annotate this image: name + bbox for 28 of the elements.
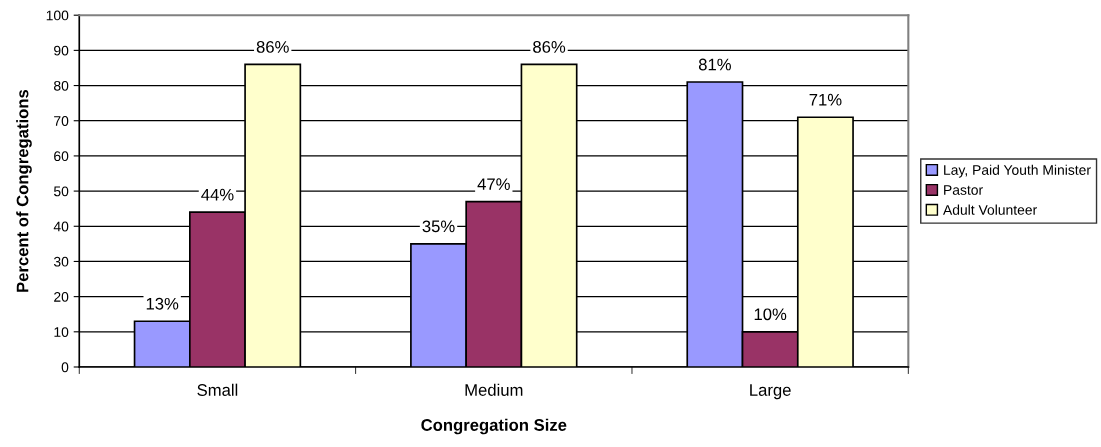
- data-label: 47%: [477, 178, 510, 190]
- y-tick-label: 10: [54, 327, 69, 337]
- y-tick-label: 100: [46, 10, 69, 21]
- data-label: 71%: [809, 93, 842, 106]
- legend-label: Adult Volunteer: [943, 204, 1037, 215]
- x-axis-title: Congregation Size: [421, 418, 567, 435]
- data-label: 35%: [422, 220, 455, 233]
- x-tick-label: Medium: [465, 383, 523, 396]
- legend-label: Pastor: [944, 185, 983, 195]
- x-tick-label: Small: [197, 383, 238, 396]
- legend-label: Lay, Paid Youth Minister: [944, 164, 1091, 178]
- y-tick-label: 90: [54, 45, 69, 56]
- data-label: 13%: [146, 297, 179, 310]
- y-axis-title: Percent of Congregations: [16, 89, 32, 292]
- y-tick-label: 30: [53, 256, 69, 267]
- y-tick-label: 70: [54, 116, 69, 126]
- data-label: 86%: [533, 41, 566, 53]
- data-label: 44%: [201, 188, 234, 201]
- y-tick-label: 20: [54, 291, 69, 302]
- x-tick-label: Large: [750, 384, 791, 400]
- y-tick-label: 50: [53, 186, 69, 197]
- data-label: 86%: [256, 41, 289, 53]
- y-tick-label: 80: [54, 80, 69, 91]
- data-label: 81%: [698, 58, 731, 71]
- y-tick-label: 40: [53, 221, 69, 232]
- data-label: 10%: [754, 308, 787, 321]
- y-tick-label: 60: [54, 151, 69, 162]
- y-tick-label: 0: [61, 362, 69, 373]
